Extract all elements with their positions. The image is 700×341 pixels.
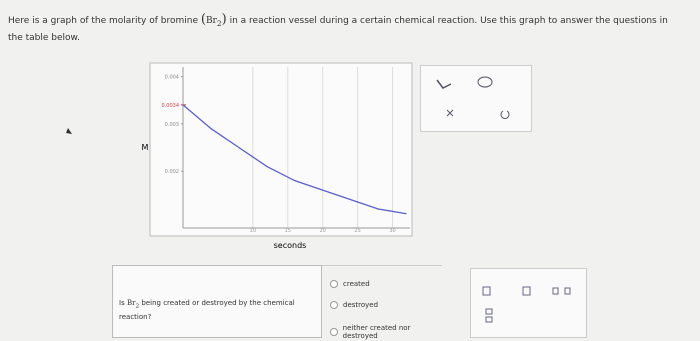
y-tick-label: 0.002 (165, 169, 179, 175)
x-axis-label: seconds (274, 241, 307, 250)
question: Is Br2 being created or destroyed by the… (119, 298, 309, 323)
paren: ( (200, 12, 206, 27)
annotation-label: 0.0034 (162, 103, 180, 109)
fraction-button[interactable] (485, 308, 493, 315)
line-tool[interactable] (436, 79, 452, 89)
tools (436, 76, 510, 119)
formula: (Br2) (201, 12, 227, 28)
subscript: 2 (216, 18, 222, 28)
math-toolbar (470, 268, 587, 338)
text: Is (119, 299, 125, 307)
cursor (66, 128, 72, 134)
options: created destroyed neither created nor de… (322, 265, 442, 340)
option[interactable]: destroyed (330, 301, 378, 309)
option-label: created (343, 280, 370, 288)
times-button[interactable] (564, 287, 571, 295)
paren: ) (221, 12, 227, 27)
y-tick-label: 0.004 (165, 74, 179, 80)
text: in a reaction vessel during a certain ch… (8, 16, 668, 43)
instructions: Here is a graph of the molarity of bromi… (8, 12, 668, 46)
x-tick-label: 20 (320, 228, 326, 234)
element: Br (205, 16, 217, 26)
fraction-button[interactable] (485, 316, 493, 323)
chart: M seconds 0.002 0.003 0.004 10 15 20 25 30 0.003… (66, 62, 413, 250)
times-button[interactable] (552, 287, 559, 295)
y-tick-label: 0.003 (165, 122, 179, 128)
x-tick-label: 10 (250, 228, 256, 234)
power-button[interactable] (522, 286, 531, 296)
tool-panel (420, 65, 532, 132)
option-label: destroyed (343, 301, 379, 309)
radio[interactable] (330, 328, 338, 336)
radio[interactable] (330, 280, 338, 288)
clear-button[interactable] (446, 109, 454, 117)
eraser-tool[interactable] (477, 76, 493, 88)
option-label: neither created nor destroyed (342, 324, 411, 340)
chart-frame (149, 62, 413, 237)
text: being created or destroyed by the chemic… (119, 299, 295, 322)
y-axis-label: M (142, 143, 149, 152)
radio[interactable] (330, 301, 338, 309)
option[interactable]: created (330, 280, 370, 288)
exponent-button[interactable] (482, 286, 491, 296)
text: Here is a graph of the molarity of bromi… (8, 16, 198, 26)
option[interactable]: neither created nor destroyed (330, 324, 442, 340)
data-line (182, 104, 407, 215)
element: Br (126, 299, 136, 307)
subscript: 2 (135, 303, 140, 310)
undo-button[interactable] (500, 110, 510, 119)
toolbar-icons (482, 286, 571, 323)
x-tick-label: 15 (285, 228, 291, 234)
question-cell: Is Br2 being created or destroyed by the… (112, 265, 322, 338)
x-tick-label: 25 (354, 228, 360, 234)
x-tick-label: 30 (389, 228, 395, 234)
